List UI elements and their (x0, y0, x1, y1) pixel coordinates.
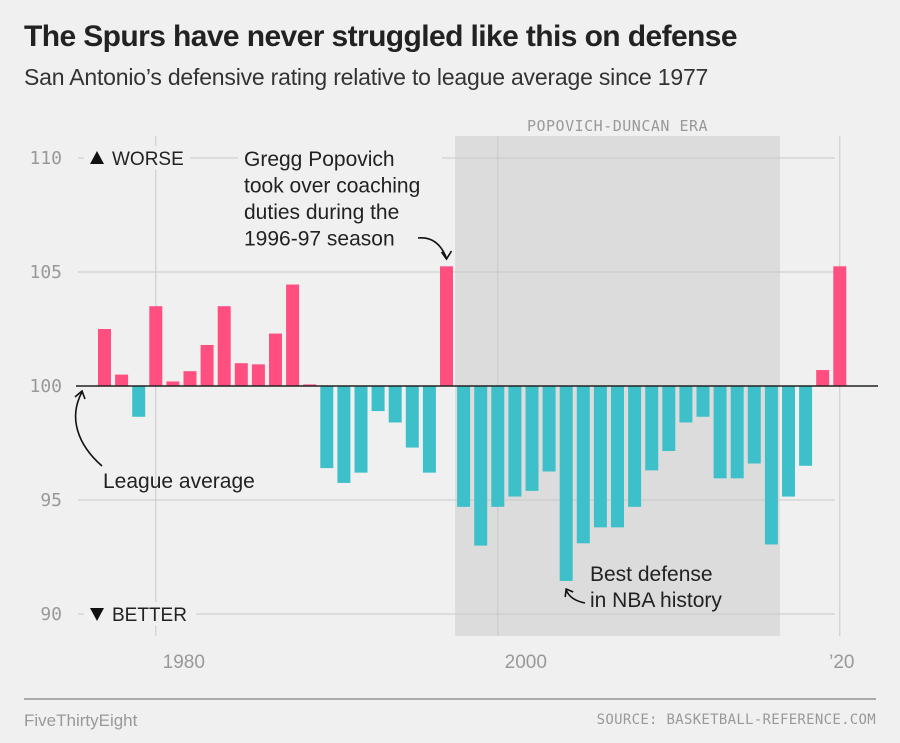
bar-1977 (98, 329, 111, 386)
bar-1978 (115, 374, 129, 386)
best-defense-arrow (565, 589, 586, 604)
bar-2005 (576, 386, 590, 544)
bar-2000 (491, 386, 505, 507)
bar-2011 (679, 386, 693, 423)
arrowhead-icon (440, 250, 453, 261)
x-tick-label: 1980 (163, 652, 205, 673)
worse-label: WORSE (112, 149, 184, 170)
bar-1994 (388, 386, 402, 423)
league-average-arrow (74, 391, 103, 467)
brand-label: FiveThirtyEight (24, 711, 138, 730)
y-tick-label: 100 (29, 376, 62, 397)
bar-1999 (474, 386, 488, 546)
bar-1995 (405, 386, 419, 448)
direction-label-bg (84, 146, 190, 170)
direction-label-bg (84, 602, 196, 626)
bar-2002 (525, 386, 539, 491)
bar-1985 (234, 363, 248, 386)
bar-1984 (217, 306, 231, 386)
bar-2013 (713, 386, 727, 479)
bar-1990 (320, 386, 334, 469)
bar-1993 (371, 386, 385, 412)
bar-2010 (662, 386, 676, 451)
arrowhead-icon (74, 389, 86, 400)
bar-1981 (166, 381, 180, 386)
bar-2020 (833, 266, 847, 386)
bar-1980 (149, 306, 163, 386)
triangle-up-icon (90, 151, 104, 164)
bar-2009 (645, 386, 659, 471)
bar-1996 (422, 386, 436, 473)
bar-1992 (354, 386, 368, 473)
bar-1988 (286, 284, 300, 386)
triangle-down-icon (90, 608, 104, 621)
bar-1982 (183, 371, 197, 386)
popovich-arrow (417, 237, 448, 259)
footer-divider (24, 698, 876, 700)
league-average-annotation: League average (103, 470, 255, 493)
bar-1983 (200, 344, 214, 386)
bar-2019 (816, 370, 830, 386)
bar-1998 (457, 386, 471, 507)
y-tick-label: 95 (40, 490, 62, 511)
bar-chart: POPOVICH-DUNCAN ERA 1980 2000 ’20 110 105 100… (29, 117, 878, 673)
chart-subtitle: San Antonio’s defensive rating relative … (24, 64, 709, 90)
y-tick-label: 110 (29, 148, 62, 169)
bar-2003 (542, 386, 556, 472)
x-tick-label: ’20 (829, 652, 854, 673)
source-label: SOURCE: BASKETBALL-REFERENCE.COM (596, 712, 876, 728)
popovich-annotation-bg (238, 146, 442, 170)
bar-2014 (730, 386, 744, 479)
bar-2007 (611, 386, 624, 528)
arrowhead-icon (564, 587, 574, 598)
y-tick-label: 105 (29, 262, 62, 283)
chart-title: The Spurs have never struggled like this… (24, 20, 738, 53)
bar-2016 (764, 386, 778, 545)
bar-2017 (782, 386, 795, 497)
popovich-annotation-line: took over coaching (244, 175, 420, 198)
y-tick-label: 90 (40, 604, 62, 625)
bar-2015 (747, 386, 761, 464)
bar-2018 (799, 386, 813, 466)
best-defense-annotation-line: in NBA history (590, 589, 722, 612)
bar-1979 (132, 386, 146, 417)
bar-2008 (628, 386, 642, 507)
best-defense-annotation-line: Best defense (590, 563, 713, 586)
bar-1989 (303, 384, 317, 386)
bar-2004 (559, 386, 573, 581)
popovich-annotation-line: Gregg Popovich (244, 148, 395, 171)
bar-1991 (337, 386, 351, 483)
popovich-annotation-line: duties during the (244, 201, 399, 224)
bar-1986 (251, 364, 265, 386)
bar-1997 (440, 266, 453, 386)
better-label: BETTER (112, 605, 187, 626)
bar-1987 (269, 333, 282, 386)
bar-2006 (593, 386, 607, 528)
bar-2012 (696, 386, 710, 417)
popovich-annotation-line: 1996-97 season (244, 228, 395, 251)
bar-2001 (508, 386, 522, 497)
x-tick-label: 2000 (505, 652, 547, 673)
era-label: POPOVICH-DUNCAN ERA (527, 117, 708, 135)
